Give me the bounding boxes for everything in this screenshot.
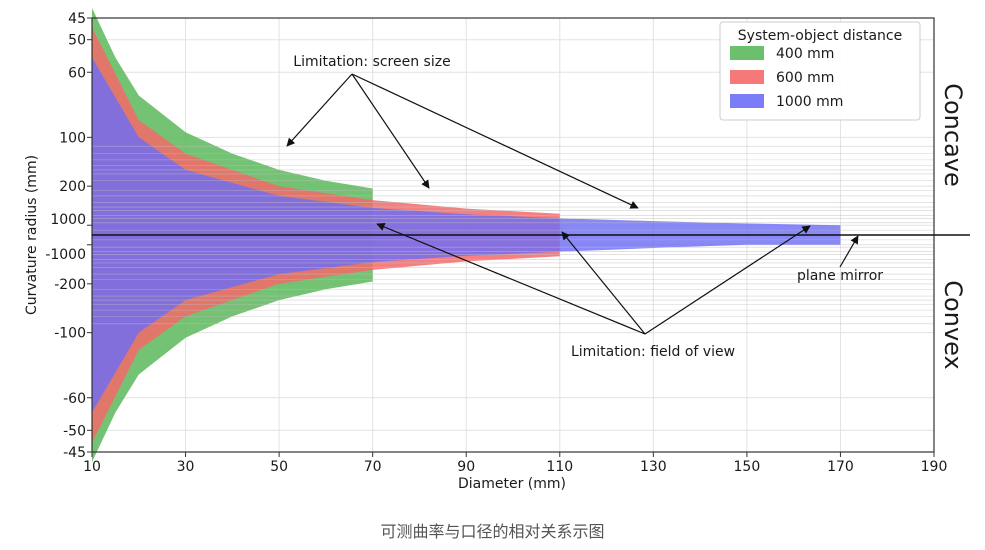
legend-label: 600 mm [776,70,834,86]
legend-swatch [730,46,764,60]
band-hatching [92,145,934,325]
y-tick-label: -60 [63,391,86,407]
legend-label: 1000 mm [776,94,843,110]
legend-swatch [730,94,764,108]
annotation-field-of-view: Limitation: field of view [571,344,735,360]
y-tick-label: -50 [63,423,86,439]
annotation-arrow [351,73,430,189]
figure-caption: 可测曲率与口径的相对关系示图 [380,522,605,541]
annotation-arrow [839,235,859,268]
x-tick-label: 150 [734,459,761,475]
legend: System-object distance 400 mm 600 mm 1000 … [719,21,921,121]
y-tick-label: 45 [68,11,86,27]
y-tick-label: -45 [63,445,86,461]
x-tick-label: 130 [640,459,667,475]
legend-label: 400 mm [776,46,834,62]
y-tick-label: 1000 [50,212,86,228]
x-tick-label: 10 [83,459,101,475]
x-tick-label: 190 [921,459,948,475]
annotation-arrow [561,231,646,335]
legend-box [719,21,921,121]
y-tick-label: 60 [68,65,86,81]
x-tick-label: 90 [457,459,475,475]
legend-title: System-object distance [738,28,902,44]
y-tick-label: 100 [59,130,86,146]
x-tick-label: 30 [177,459,195,475]
x-axis-label: Diameter (mm) [458,476,566,492]
legend-swatch [730,70,764,84]
annotation-screen-size: Limitation: screen size [293,54,450,70]
annotation-arrow [286,73,353,147]
annotation-arrow [644,225,811,335]
y-tick-label: -1000 [45,247,86,263]
y-axis-label: Curvature radius (mm) [24,155,40,315]
x-tick-label: 110 [546,459,573,475]
x-tick-label: 50 [270,459,288,475]
y-tick-label: 50 [68,33,86,49]
concave-label: Concave [939,83,967,187]
x-tick-label: 70 [364,459,382,475]
y-axis-ticks: 45 50 60 100 200 1000 -1000 -200 -100 -60 -50 -45 [45,11,92,461]
curvature-diameter-chart: 10 30 50 70 90 110 130 150 170 190 45 50 60 100 200 10… [24,7,970,492]
y-tick-label: -200 [54,277,86,293]
x-tick-label: 170 [827,459,854,475]
y-tick-label: -100 [54,326,86,342]
convex-label: Convex [939,280,967,369]
annotation-plane-mirror: plane mirror [797,268,883,284]
annotation-arrow [351,73,639,209]
y-tick-label: 200 [59,179,86,195]
annotation-arrow [376,222,646,335]
annotation-arrows [286,73,859,335]
x-axis-ticks: 10 30 50 70 90 110 130 150 170 190 [83,452,947,475]
